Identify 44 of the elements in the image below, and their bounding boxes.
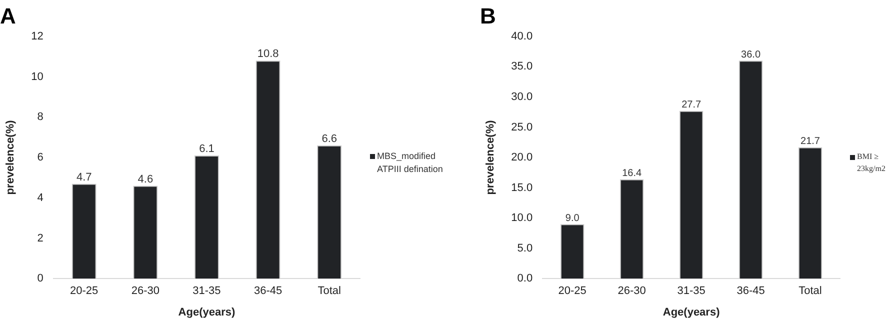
chart-title: A (0, 3, 16, 28)
legend-label: BMI ≥ 23kg/m2 (857, 151, 886, 174)
y-tick-label: 35.0 (511, 60, 533, 73)
data-label: 36.0 (741, 49, 761, 60)
data-label: 6.6 (322, 132, 337, 145)
y-tick-label: 2 (37, 232, 44, 244)
data-label: 10.8 (257, 48, 279, 60)
x-tick-label: 31-35 (677, 285, 706, 298)
data-label: 4.6 (138, 173, 154, 186)
data-label: 21.7 (800, 136, 820, 147)
y-tick-label: 10 (31, 70, 44, 83)
data-label: 6.1 (199, 143, 214, 156)
x-axis-title: Age(years) (662, 306, 720, 318)
y-tick-label: 4 (37, 192, 44, 204)
chart-title: B (480, 3, 496, 28)
x-tick-label: 20-25 (70, 285, 98, 298)
x-axis-title: Age(years) (178, 306, 236, 318)
y-tick-label: 25.0 (511, 121, 533, 134)
y-tick-label: 6 (37, 152, 44, 164)
y-tick-label: 5.0 (517, 242, 533, 254)
data-label: 16.4 (622, 168, 642, 180)
data-label: 27.7 (682, 100, 702, 111)
y-tick-label: 15.0 (511, 182, 533, 194)
x-tick-label: 31-35 (192, 285, 221, 298)
x-tick-label: 26-30 (618, 285, 646, 298)
y-axis-title: prevelence(%) (4, 120, 17, 195)
x-tick-label: 36-45 (736, 285, 765, 298)
x-tick-label: 20-25 (558, 285, 586, 298)
x-tick-label: 26-30 (131, 285, 160, 298)
x-tick-label: Total (318, 285, 341, 298)
y-tick-label: 0 (37, 272, 44, 285)
x-tick-label: 36-45 (254, 285, 282, 298)
y-axis-title: prevelence(%) (484, 120, 497, 195)
data-label: 9.0 (565, 212, 580, 224)
y-tick-label: 20.0 (511, 152, 533, 164)
y-tick-label: 12 (31, 30, 44, 42)
y-tick-label: 8 (37, 111, 44, 124)
y-tick-label: 30.0 (511, 90, 533, 103)
y-tick-label: 0.0 (517, 272, 533, 285)
data-label: 4.7 (76, 171, 92, 184)
y-tick-label: 10.0 (511, 212, 533, 224)
y-tick-label: 40.0 (511, 30, 533, 42)
x-tick-label: Total (798, 285, 822, 298)
legend-label: MBS_modified ATPIII defination (377, 150, 444, 176)
